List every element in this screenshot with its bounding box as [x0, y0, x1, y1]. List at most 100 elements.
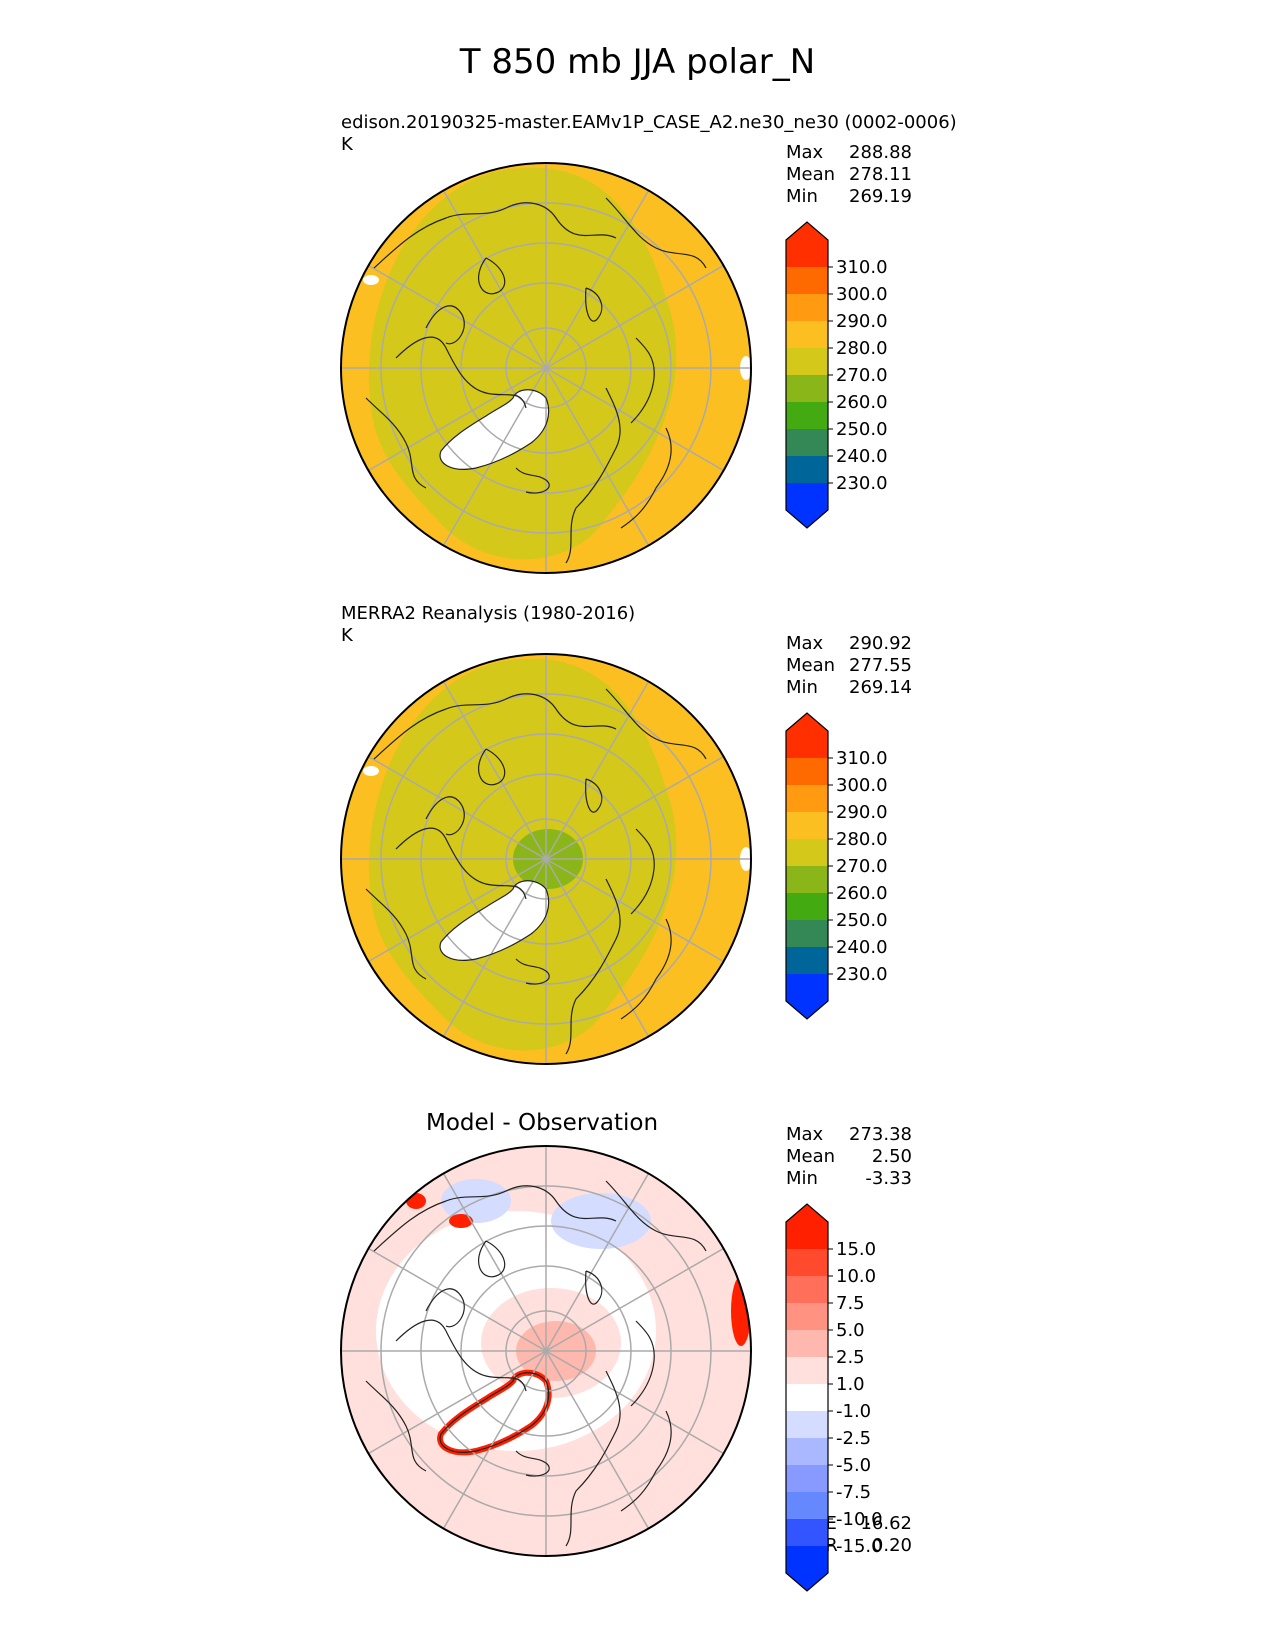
figure-title: T 850 mb JJA polar_N [459, 42, 816, 82]
colorbar-swatch [786, 348, 828, 375]
stat-label: Max [786, 1124, 824, 1145]
colorbar-label: 300.0 [836, 775, 888, 796]
panel2-stats: Max 290.92 Mean 277.55 Min 269.14 [786, 633, 912, 699]
stat-label: Min [786, 186, 818, 207]
missing-data-region [363, 275, 379, 285]
colorbar-swatch [786, 731, 828, 758]
rmse-value: 16.62 [860, 1513, 912, 1534]
colorbar-label: -15.0 [836, 1536, 883, 1557]
colorbar-swatch [786, 429, 828, 456]
meridian-line [368, 264, 547, 369]
stat-label: Mean [786, 655, 836, 676]
coastline [585, 1270, 603, 1305]
coastlines [365, 688, 707, 1055]
coastline [605, 1180, 707, 1252]
colorbar-label: 250.0 [836, 910, 888, 931]
stat-label: Mean [786, 164, 836, 185]
meridian-line [442, 1350, 547, 1529]
meridian-line [545, 858, 650, 1037]
colorbar-label: 260.0 [836, 883, 888, 904]
colorbar: -15.0 -10.0 -7.5 -5.0 -2.5 -1.0 1.0 2.5 5.0 7.5 10… [785, 1203, 883, 1592]
colorbar-label: 10.0 [836, 1266, 876, 1287]
coastline [373, 202, 617, 269]
stat-min: -3.33 [865, 1168, 912, 1189]
colorbar-swatch [786, 947, 828, 974]
colorbar-swatch [786, 1519, 828, 1546]
graticule [341, 654, 751, 1064]
colorbar-swatch [786, 1222, 828, 1249]
greenland-coast [439, 1372, 550, 1453]
meridian-line [545, 681, 650, 860]
meridian-line [545, 1247, 724, 1352]
meridian-line [368, 367, 547, 472]
colorbar-swatch [786, 866, 828, 893]
greenland-coast [439, 880, 550, 961]
coastline [620, 918, 672, 1020]
colorbar-swatch [786, 893, 828, 920]
polar-map-1 [341, 163, 751, 573]
colorbar-swatch [786, 456, 828, 483]
coastline [365, 1380, 427, 1472]
stat-label: Min [786, 677, 818, 698]
colorbar-label: -10.0 [836, 1509, 883, 1530]
coastline [478, 1240, 506, 1278]
coastline [425, 305, 465, 345]
coastline [478, 257, 506, 295]
colorbar-label: 260.0 [836, 392, 888, 413]
colorbar-swatch [786, 321, 828, 348]
meridian-line [545, 190, 650, 369]
colorbar-label: 15.0 [836, 1239, 876, 1260]
colorbar-outline [785, 1203, 829, 1592]
stat-max: 288.88 [849, 142, 912, 163]
coastline [395, 1319, 527, 1392]
panel1-subtitle: edison.20190325-master.EAMv1P_CASE_A2.ne… [341, 112, 957, 133]
stat-label: Min [786, 1168, 818, 1189]
colorbar-swatch [786, 785, 828, 812]
meridian-line [545, 367, 650, 546]
colorbar-swatch [786, 1249, 828, 1276]
coastline [620, 427, 672, 529]
coastline [605, 688, 707, 760]
colorbar-swatch [786, 1492, 828, 1519]
colorbar-swatch [786, 402, 828, 429]
coastline [585, 778, 603, 813]
coastline [478, 748, 506, 786]
colorbar-label: 290.0 [836, 311, 888, 332]
coastline [365, 397, 427, 489]
coastline [425, 1288, 465, 1328]
colorbar-extend-max [786, 222, 828, 240]
coastline [605, 197, 707, 269]
panel2-subtitle: MERRA2 Reanalysis (1980-2016) [341, 603, 636, 624]
map-boundary [340, 162, 752, 574]
polar-map-3 [341, 1146, 751, 1556]
colorbar-swatch [786, 1411, 828, 1438]
meridian-line [545, 1350, 650, 1529]
colorbar-swatch [786, 1357, 828, 1384]
corr-value: 0.20 [871, 1535, 912, 1556]
colorbar-label: -7.5 [836, 1482, 871, 1503]
colorbar-swatch [786, 267, 828, 294]
colorbar-swatch [786, 375, 828, 402]
stat-label: Mean [786, 1146, 836, 1167]
colorbar-swatch [786, 1546, 828, 1573]
panel1-stats: Max 288.88 Mean 278.11 Min 269.19 [786, 142, 912, 208]
panel2-units: K [341, 625, 353, 646]
graticule [341, 163, 751, 573]
meridian-line [368, 1350, 547, 1455]
colorbar-swatch [786, 1465, 828, 1492]
colorbar-swatch [786, 294, 828, 321]
stat-mean: 2.50 [871, 1146, 912, 1167]
colorbar-label: 240.0 [836, 446, 888, 467]
coastline [395, 336, 527, 409]
colorbar-swatch [786, 758, 828, 785]
meridian-line [442, 367, 547, 546]
colorbar: 230.0 240.0 250.0 260.0 270.0 280.0 290.0 300.0… [785, 221, 888, 529]
panel1-units: K [341, 134, 353, 155]
colorbar-swatch [786, 483, 828, 510]
meridian-line [442, 681, 547, 860]
colorbar-label: 1.0 [836, 1374, 865, 1395]
coastline [515, 1450, 550, 1477]
colorbar-label: 280.0 [836, 338, 888, 359]
colorbar-label: -2.5 [836, 1428, 871, 1449]
colorbar-label: -1.0 [836, 1401, 871, 1422]
